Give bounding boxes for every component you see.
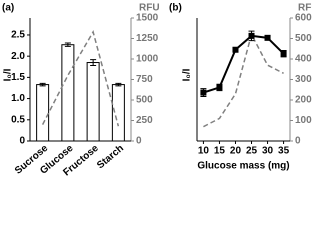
error-bar bbox=[115, 82, 122, 87]
y2-tick-label: 600 bbox=[295, 13, 312, 24]
y2-label: RFU bbox=[298, 3, 312, 14]
y2-tick-label: 300 bbox=[295, 74, 312, 85]
marker bbox=[280, 50, 287, 57]
y2-tick-label: 1000 bbox=[136, 54, 159, 65]
y2-tick-label: 500 bbox=[295, 33, 312, 44]
panel-label: (b) bbox=[169, 3, 182, 14]
x-tick-label: Starch bbox=[95, 143, 126, 171]
marker bbox=[216, 84, 223, 91]
y-tick-label: 1.5 bbox=[11, 72, 25, 83]
marker bbox=[232, 46, 239, 53]
x-tick-label: 35 bbox=[278, 146, 290, 157]
y-label: I₀/I bbox=[3, 68, 14, 81]
y2-tick-label: 500 bbox=[136, 95, 153, 106]
y-label: I₀/I bbox=[182, 68, 193, 81]
rfu-line bbox=[41, 30, 120, 127]
y2-tick-label: 0 bbox=[295, 136, 301, 147]
page: {"chart_data": [ {"type": "bar", "panel_… bbox=[2, 3, 319, 179]
y2-tick-label: 750 bbox=[136, 74, 153, 85]
y2-tick-label: 1500 bbox=[136, 13, 159, 24]
y-tick-label: 0.5 bbox=[11, 114, 25, 125]
x-label: Glucose mass (mg) bbox=[197, 161, 289, 172]
chart: (a)I₀/IRFU00.51.01.52.02.502505007501000… bbox=[2, 3, 319, 179]
x-tick-label: 20 bbox=[230, 146, 242, 157]
bar bbox=[36, 84, 50, 142]
y-tick-label: 2.5 bbox=[11, 30, 25, 41]
y2-tick-label: 0 bbox=[136, 136, 142, 147]
y2-tick-label: 250 bbox=[136, 115, 153, 126]
bar bbox=[86, 62, 100, 142]
y2-label: RFU bbox=[139, 3, 160, 14]
marker bbox=[264, 34, 271, 41]
ratio-line bbox=[203, 34, 285, 94]
y-tick-label: 1.0 bbox=[11, 93, 25, 104]
panel-label: (a) bbox=[2, 3, 14, 14]
y-tick-label: 2.0 bbox=[11, 51, 25, 62]
marker bbox=[248, 32, 255, 39]
rfu-line bbox=[203, 32, 284, 128]
error-bar bbox=[90, 59, 97, 67]
y2-tick-label: 1250 bbox=[136, 33, 159, 44]
bar bbox=[61, 44, 75, 142]
x-tick-label: 10 bbox=[198, 146, 210, 157]
y2-tick-label: 100 bbox=[295, 115, 312, 126]
x-tick-label: 30 bbox=[262, 146, 274, 157]
error-bar bbox=[64, 42, 71, 47]
y-tick-label: 0 bbox=[19, 136, 25, 147]
y2-tick-label: 400 bbox=[295, 54, 312, 65]
error-bar bbox=[39, 82, 46, 87]
x-tick-label: 25 bbox=[246, 146, 258, 157]
marker bbox=[200, 89, 207, 96]
x-tick-label: 15 bbox=[214, 146, 226, 157]
y2-tick-label: 200 bbox=[295, 95, 312, 106]
bar bbox=[111, 84, 125, 142]
